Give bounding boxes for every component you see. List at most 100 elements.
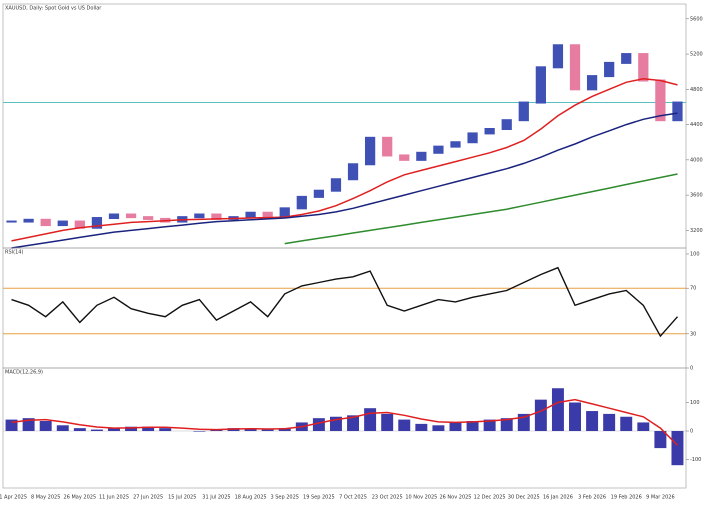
panel-title: XAUUSD, Daily: Spot Gold vs US Dollar [5,6,102,12]
y-tick-label: 4800 [690,87,703,93]
histogram-bar [551,388,564,431]
x-tick-label: 31 Jul 2025 [202,495,230,501]
histogram-bar [569,402,581,431]
candle [313,189,325,198]
x-tick-label: 3 Sep 2025 [270,495,299,501]
candle [279,207,290,219]
x-tick-label: 18 Aug 2025 [235,495,267,501]
candle [364,136,376,166]
candle [672,101,683,122]
histogram-bar [637,422,650,431]
candle [23,218,34,223]
histogram-bar [22,418,35,431]
histogram-bar [261,429,274,431]
indicator-line [284,173,678,245]
candle [501,119,512,130]
x-tick-label: 26 Nov 2025 [439,495,471,501]
y-tick-label: -100 [690,457,701,463]
histogram-bar [517,413,530,431]
candle [399,154,410,161]
candle [262,211,273,219]
candle [296,195,307,210]
candle [74,220,85,229]
rsi-line [11,266,679,338]
candle [40,218,51,227]
histogram-bar [534,399,547,431]
indicator-line [11,112,678,249]
y-tick-label: 70 [690,286,696,292]
y-tick-label: 5200 [690,52,703,58]
y-tick-label: 4000 [690,157,703,163]
y-tick-label: 30 [690,331,696,337]
candle [416,151,427,161]
x-tick-label: 3 Feb 2026 [578,495,606,501]
candle [655,79,666,122]
candle [586,75,598,91]
histogram-bar [329,416,342,431]
histogram-bar [278,428,291,431]
histogram-bar [5,419,18,431]
histogram-bar [620,416,633,431]
y-tick-label: 100 [690,252,700,258]
candle [347,163,359,181]
x-tick-label: 30 Dec 2025 [508,495,540,501]
y-tick-label: 3200 [690,228,703,234]
x-tick-label: 12 Dec 2025 [474,495,506,501]
y-tick-label: 5600 [690,16,703,22]
candle [450,141,461,148]
candle [518,101,529,122]
candle [467,132,478,144]
y-tick-label: 0 [690,429,693,435]
candle [108,213,120,220]
histogram-bar [603,413,616,431]
panel-title: MACD(12,26,9) [5,370,43,376]
x-tick-label: 19 Feb 2026 [611,495,642,501]
panel-frame [2,247,687,369]
candle [569,44,581,91]
histogram-bar [312,418,325,431]
candle [194,213,205,219]
candle [638,53,649,82]
candle [604,61,615,78]
histogram-bar [142,426,155,431]
histogram-bar [586,411,599,431]
candle [484,128,495,135]
candle [143,216,154,220]
candle [245,211,256,219]
histogram-bar [108,428,120,431]
candle [6,220,17,223]
candle [57,220,68,227]
histogram-bar [73,428,86,431]
histogram-bar [483,419,496,431]
x-tick-label: 19 Sep 2025 [303,495,335,501]
candle [125,213,137,219]
panel-title: RSI(14) [5,250,23,256]
x-tick-label: 21 Apr 2025 [0,495,27,501]
panel-frame [2,367,687,489]
x-tick-label: 7 Oct 2025 [339,495,367,501]
histogram-bar [432,425,445,431]
y-tick-label: 100 [690,400,700,406]
histogram-bar [415,423,428,431]
candle [433,145,444,154]
histogram-bar [159,428,172,431]
histogram-bar [364,408,377,431]
histogram-bar [500,418,513,431]
x-tick-label: 27 Jun 2025 [133,495,163,501]
x-tick-label: 26 May 2025 [64,495,97,501]
x-tick-label: 23 Oct 2025 [372,495,403,501]
histogram-bar [56,425,69,431]
x-tick-label: 8 May 2025 [31,495,60,501]
candle [382,136,393,157]
histogram-bar [671,431,684,466]
x-tick-label: 9 Mar 2026 [646,495,675,501]
candle [552,44,564,69]
candle [621,53,632,64]
x-tick-label: 16 Jan 2026 [543,495,573,501]
x-tick-label: 10 Nov 2025 [405,495,437,501]
histogram-bar [466,421,479,431]
candle [330,178,342,192]
y-tick-label: 4400 [690,122,703,128]
candle [211,213,222,220]
